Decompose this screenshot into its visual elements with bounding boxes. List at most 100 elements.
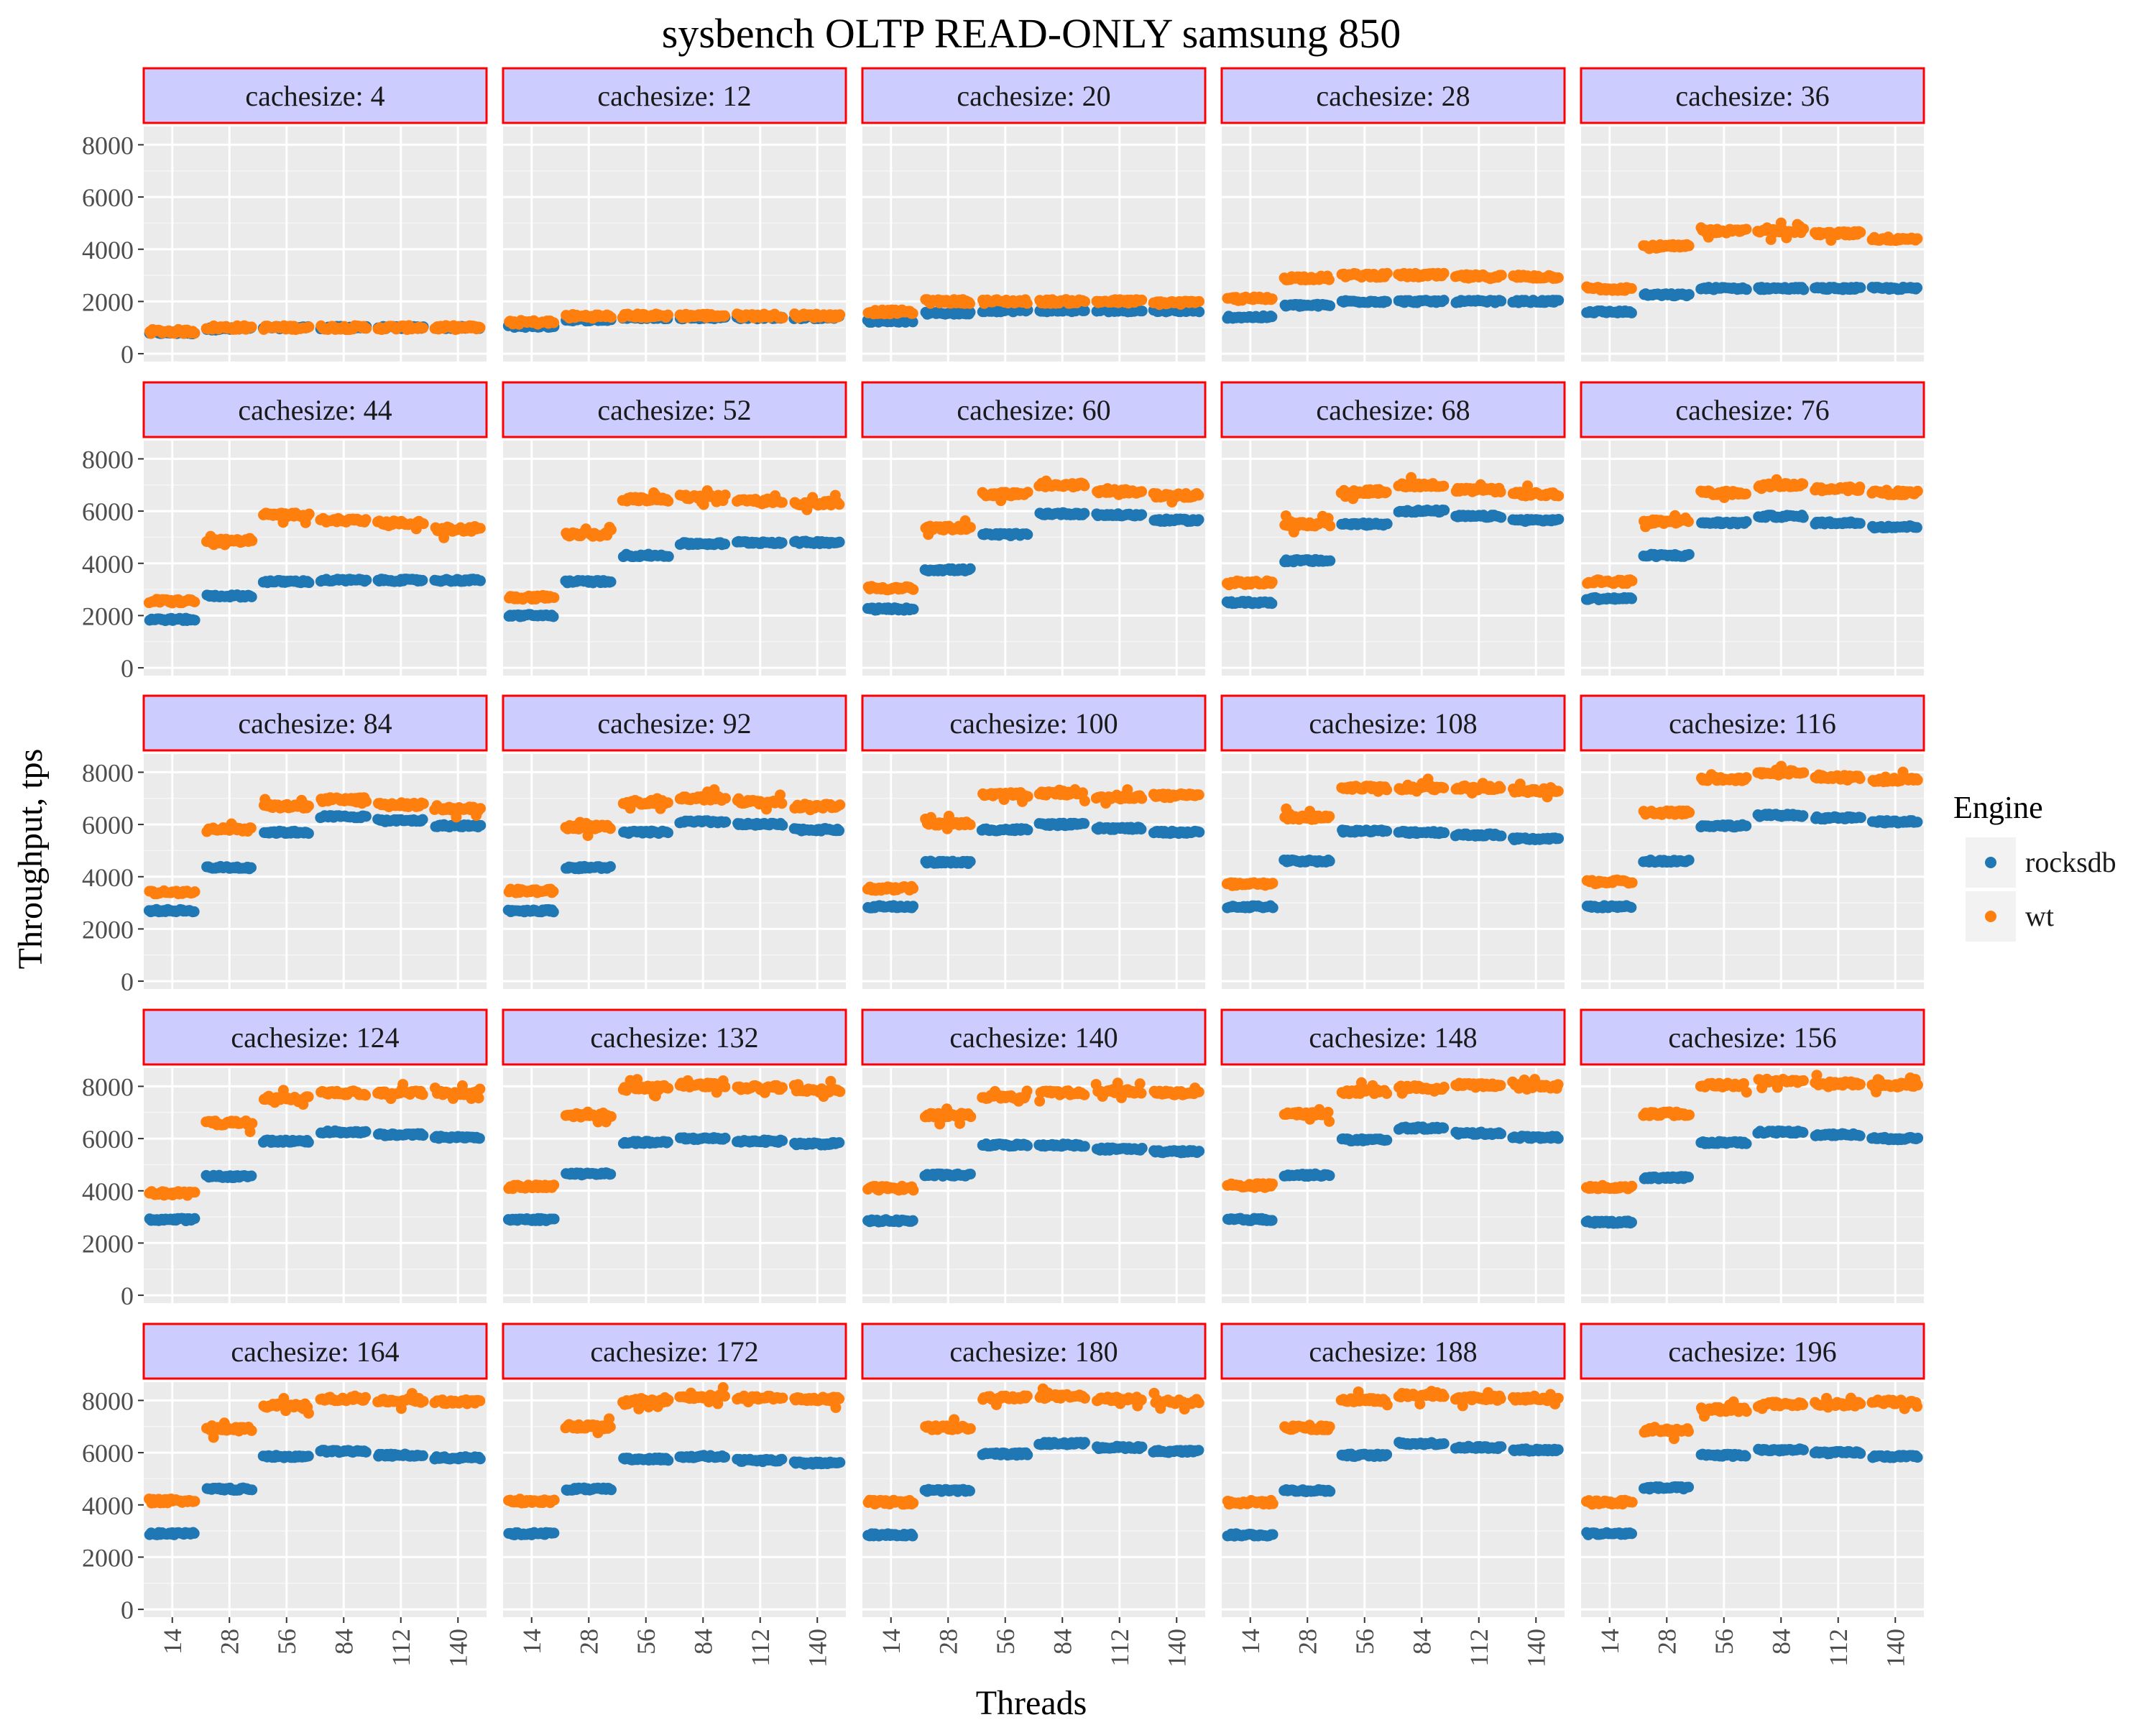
point-wt <box>720 793 732 804</box>
point-wt <box>834 799 846 811</box>
point-wt <box>1854 482 1866 493</box>
point-wt <box>1495 783 1506 794</box>
point-wt <box>1626 877 1638 888</box>
point-wt <box>1438 267 1450 279</box>
point-wt <box>1741 224 1752 235</box>
y-tick-label: 6000 <box>82 811 134 840</box>
point-rocksdb <box>303 577 315 589</box>
facet-panel: cachesize: 60 <box>861 381 1207 676</box>
point-rocksdb <box>1797 810 1809 822</box>
panel-background <box>1222 126 1565 362</box>
panel-background <box>144 126 487 362</box>
point-wt <box>1626 282 1637 294</box>
point-wt <box>1136 793 1148 804</box>
point-wt <box>1193 789 1204 801</box>
facet-grid: cachesize: 4 0 2000 4000 6000 8000 cachesize: … <box>82 67 1925 1668</box>
point-rocksdb <box>246 591 257 602</box>
point-wt <box>1079 795 1090 806</box>
point-rocksdb <box>1381 296 1392 308</box>
point-wt <box>1682 516 1694 528</box>
point-rocksdb <box>1911 522 1922 533</box>
point-rocksdb <box>1381 825 1393 837</box>
point-rocksdb <box>303 828 314 840</box>
point-rocksdb <box>777 819 788 831</box>
point-wt <box>1684 806 1695 818</box>
point-wt <box>1381 267 1393 279</box>
point-wt <box>1552 786 1564 797</box>
point-rocksdb <box>189 615 201 626</box>
panel-background <box>862 126 1205 362</box>
facet-strip-label: cachesize: 4 <box>245 80 384 112</box>
point-wt <box>418 798 429 809</box>
y-tick-label: 2000 <box>82 915 134 944</box>
point-rocksdb <box>1626 307 1637 318</box>
point-wt <box>964 819 976 830</box>
panel-background <box>144 754 487 989</box>
point-wt <box>908 883 919 894</box>
point-rocksdb <box>1797 512 1809 523</box>
facet-strip-label: cachesize: 60 <box>957 394 1110 426</box>
point-wt <box>964 298 975 309</box>
facet-panel: cachesize: 116 <box>1580 694 1925 989</box>
facet-panel: cachesize: 100 <box>861 694 1207 989</box>
facet-strip-label: cachesize: 108 <box>1309 707 1477 740</box>
facet-panel: cachesize: 76 <box>1580 381 1925 676</box>
point-wt <box>1798 223 1810 234</box>
point-wt <box>1267 878 1279 889</box>
panel-background <box>1581 754 1924 989</box>
y-tick-label: 8000 <box>82 758 134 787</box>
point-wt <box>834 499 845 510</box>
point-wt <box>1495 486 1506 497</box>
facet-strip <box>502 67 847 124</box>
point-wt <box>1021 298 1033 309</box>
panel-background <box>503 754 846 989</box>
point-rocksdb <box>663 551 674 562</box>
point-wt <box>1912 485 1923 497</box>
point-rocksdb <box>417 574 428 586</box>
point-rocksdb <box>1194 827 1205 838</box>
y-tick-label: 4000 <box>82 863 134 892</box>
facet-strip-label: cachesize: 116 <box>1669 707 1836 740</box>
point-rocksdb <box>1324 855 1335 867</box>
point-wt <box>1266 293 1278 305</box>
point-rocksdb <box>1553 833 1565 845</box>
y-tick-label: 2000 <box>82 602 134 630</box>
point-wt <box>361 323 372 334</box>
panel-background <box>862 441 1205 676</box>
point-rocksdb <box>907 316 918 328</box>
point-wt <box>1854 773 1866 784</box>
point-wt <box>1798 767 1810 778</box>
point-wt <box>245 822 257 834</box>
point-wt <box>189 328 201 339</box>
point-rocksdb <box>1553 295 1565 306</box>
point-wt <box>777 312 788 323</box>
facet-strip-label: cachesize: 84 <box>238 707 392 740</box>
facet-strip-label: cachesize: 76 <box>1675 394 1829 426</box>
facet-panel: cachesize: 68 <box>1220 381 1566 676</box>
point-rocksdb <box>1022 824 1033 836</box>
point-rocksdb <box>1266 598 1278 610</box>
point-wt <box>1381 487 1392 498</box>
point-rocksdb <box>1325 300 1336 311</box>
point-rocksdb <box>1626 902 1637 914</box>
point-wt <box>1797 478 1809 489</box>
point-wt <box>246 321 257 333</box>
facet-panel: cachesize: 36 <box>1580 67 1925 362</box>
point-wt <box>247 535 258 546</box>
point-wt <box>361 796 372 807</box>
point-rocksdb <box>1855 812 1866 824</box>
point-rocksdb <box>1438 295 1450 306</box>
point-rocksdb <box>1683 289 1695 300</box>
point-wt <box>1022 487 1033 498</box>
y-tick-label: 6000 <box>82 497 134 526</box>
point-rocksdb <box>1079 305 1090 316</box>
facet-strip-label: cachesize: 100 <box>949 707 1118 740</box>
point-wt <box>1552 272 1564 283</box>
facet-strip-label: cachesize: 92 <box>597 707 751 740</box>
facet-panel: cachesize: 20 <box>861 67 1207 362</box>
point-rocksdb <box>1439 505 1450 516</box>
point-wt <box>1022 791 1033 802</box>
y-tick-label: 0 <box>121 967 134 996</box>
